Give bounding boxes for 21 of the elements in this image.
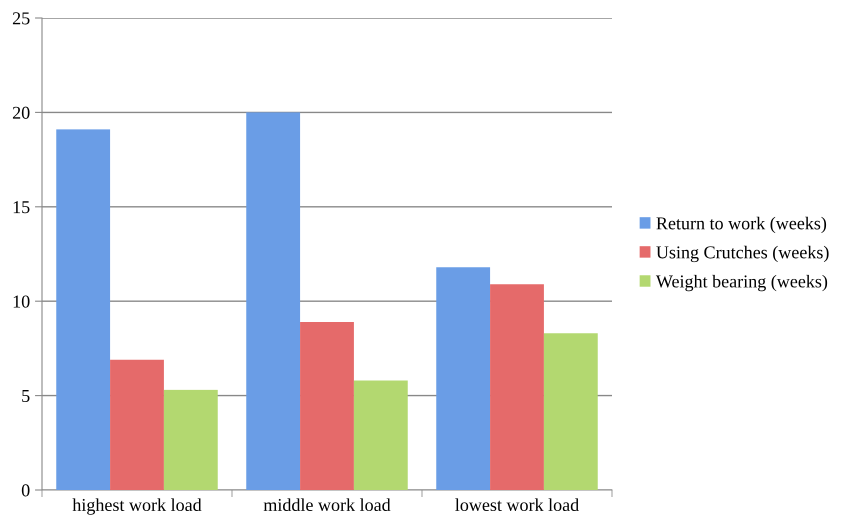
bar <box>300 322 354 490</box>
y-tick-label: 10 <box>14 295 30 308</box>
y-tick-label: 20 <box>12 106 30 119</box>
bar <box>110 360 164 490</box>
bar <box>164 390 218 490</box>
y-tick-label: 25 <box>12 12 30 24</box>
bar <box>490 284 544 490</box>
y-tick-label: 5 <box>22 390 30 402</box>
bar <box>354 380 408 490</box>
legend-label: Using Crutches (weeks) <box>656 246 829 262</box>
x-tick-label: lowest work load <box>455 498 579 512</box>
legend-label: Return to work (weeks) <box>656 216 826 234</box>
bar <box>56 129 110 490</box>
x-tick-label: highest work load <box>72 498 202 515</box>
legend-label: Weight bearing (weeks) <box>656 274 828 292</box>
y-tick-label: 15 <box>14 201 30 214</box>
bar <box>436 267 490 490</box>
bar <box>544 333 598 490</box>
x-tick-label: middle work load <box>264 498 390 512</box>
y-tick-label: 0 <box>22 484 30 496</box>
bar <box>246 112 300 490</box>
